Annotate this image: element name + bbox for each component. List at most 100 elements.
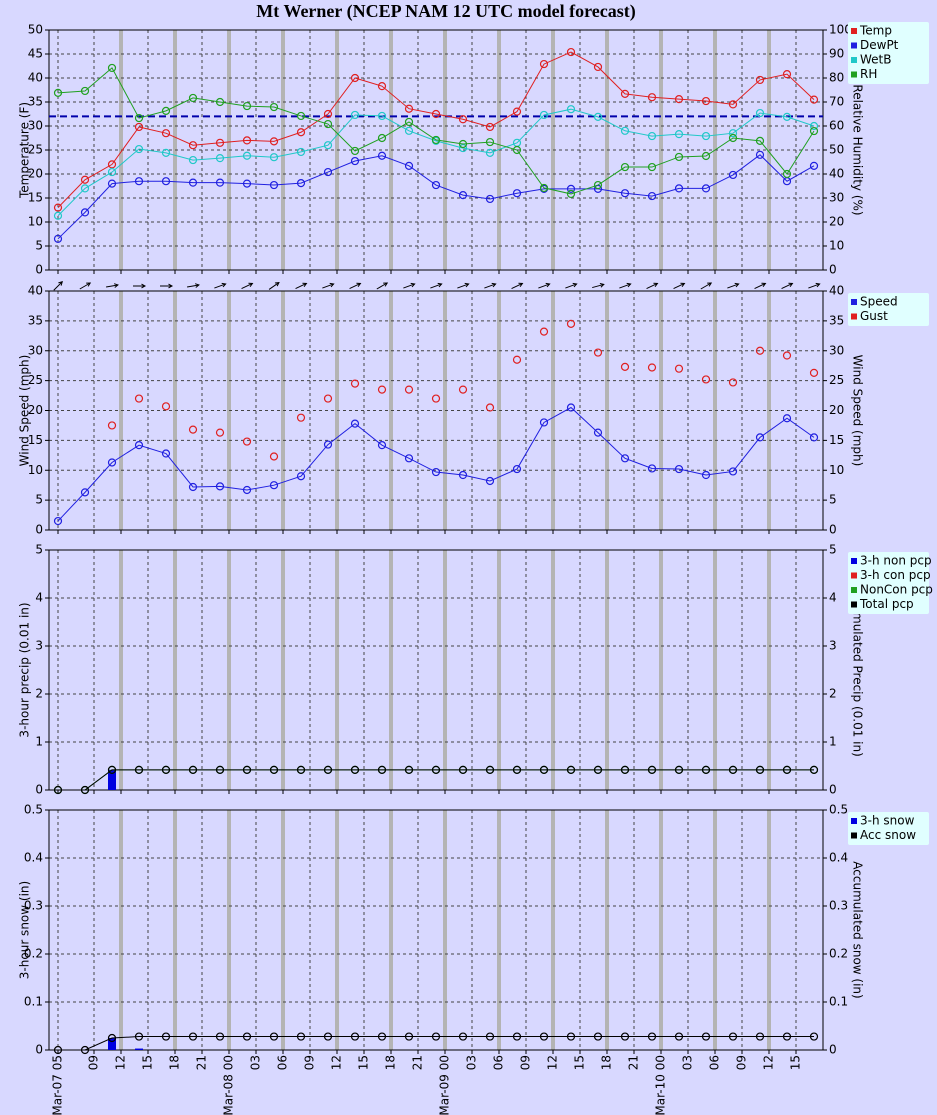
wind-arrow-head xyxy=(599,283,605,288)
marker xyxy=(134,113,144,123)
marker xyxy=(566,1032,576,1041)
x-tick-label: 15 xyxy=(357,1055,371,1070)
marker xyxy=(215,428,225,437)
marker xyxy=(755,765,765,774)
wind-arrow-shaft xyxy=(592,283,604,289)
y2-tick-label: 20 xyxy=(829,403,844,417)
marker xyxy=(647,363,657,372)
wind-arrow xyxy=(565,282,578,289)
marker xyxy=(404,385,414,394)
marker xyxy=(539,765,549,774)
marker xyxy=(296,413,306,422)
marker xyxy=(242,179,252,188)
marker xyxy=(539,59,549,69)
y2-axis-label: Wind Speed (mph) xyxy=(851,355,865,467)
marker xyxy=(809,95,819,104)
marker xyxy=(80,175,90,184)
legend-swatch xyxy=(851,28,857,34)
marker xyxy=(512,189,522,198)
marker xyxy=(215,482,225,491)
marker xyxy=(674,364,684,373)
marker xyxy=(755,75,765,85)
marker xyxy=(782,351,792,360)
marker xyxy=(377,765,387,774)
marker xyxy=(431,467,441,477)
wind-arrow-head xyxy=(707,282,713,287)
marker xyxy=(296,472,306,481)
y-tick-label: 0 xyxy=(35,783,43,797)
marker xyxy=(215,178,225,187)
wind-arrow-head xyxy=(626,282,632,288)
y2-tick-label: 0.5 xyxy=(829,803,848,817)
marker xyxy=(647,765,657,774)
marker xyxy=(539,418,549,427)
wind-arrow-shaft xyxy=(619,283,631,289)
marker xyxy=(188,93,198,103)
marker xyxy=(80,488,90,497)
marker xyxy=(188,178,198,187)
marker xyxy=(134,177,144,186)
marker xyxy=(188,482,198,492)
marker xyxy=(215,154,225,163)
marker xyxy=(431,135,441,145)
y2-tick-label: 0 xyxy=(829,523,837,537)
x-tick-label: 15 xyxy=(789,1055,803,1070)
y2-tick-label: 0.4 xyxy=(829,851,848,865)
marker xyxy=(512,765,522,774)
x-tick-label: 15 xyxy=(573,1055,587,1070)
y-tick-label: 30 xyxy=(28,343,43,357)
y2-tick-label: 0.3 xyxy=(829,899,848,913)
y2-tick-label: 80 xyxy=(829,71,844,85)
marker xyxy=(485,765,495,774)
marker xyxy=(188,141,198,150)
marker xyxy=(809,161,819,170)
wind-arrow-head xyxy=(194,283,200,288)
wind-arrow-head xyxy=(221,282,227,288)
x-tick-label: 15 xyxy=(141,1055,155,1070)
y-tick-label: 10 xyxy=(28,215,43,229)
marker xyxy=(512,355,522,364)
y2-tick-label: 50 xyxy=(829,143,844,157)
marker xyxy=(593,1032,603,1041)
marker xyxy=(701,375,711,384)
marker xyxy=(134,1032,144,1041)
marker xyxy=(242,101,252,111)
marker xyxy=(53,211,63,220)
marker xyxy=(485,194,495,204)
marker xyxy=(134,765,144,774)
legend-swatch xyxy=(851,57,857,63)
wind-arrow-head xyxy=(410,282,416,288)
wind-arrow-shaft xyxy=(727,283,739,289)
x-tick-label: Mar-07 05 xyxy=(51,1055,65,1115)
marker xyxy=(809,368,819,377)
marker xyxy=(809,433,819,442)
wind-arrow xyxy=(295,282,308,289)
wind-arrow-head xyxy=(437,282,443,288)
y-axis-label: Wind Speed (mph) xyxy=(18,355,32,467)
wind-arrow xyxy=(349,282,362,289)
legend-label: WetB xyxy=(860,53,891,67)
marker xyxy=(296,128,306,137)
marker xyxy=(242,437,252,446)
marker xyxy=(107,63,117,73)
marker xyxy=(323,1032,333,1041)
marker xyxy=(809,1032,819,1041)
x-tick-label: 12 xyxy=(330,1055,344,1070)
y-tick-label: 0 xyxy=(35,1043,43,1057)
wind-arrow-head xyxy=(274,281,280,287)
wind-arrow xyxy=(727,282,740,289)
marker xyxy=(242,485,252,495)
x-tick-label: 21 xyxy=(411,1055,425,1070)
y-tick-label: 2 xyxy=(35,687,43,701)
marker xyxy=(377,111,387,121)
x-tick-label: 06 xyxy=(276,1055,290,1070)
wind-arrow xyxy=(673,282,686,289)
bar xyxy=(135,1048,143,1050)
marker xyxy=(350,110,360,120)
marker xyxy=(107,458,117,467)
y-tick-label: 5 xyxy=(35,543,43,557)
plot-frame xyxy=(48,549,824,791)
marker xyxy=(593,180,603,190)
marker xyxy=(80,184,90,193)
marker xyxy=(269,153,279,162)
